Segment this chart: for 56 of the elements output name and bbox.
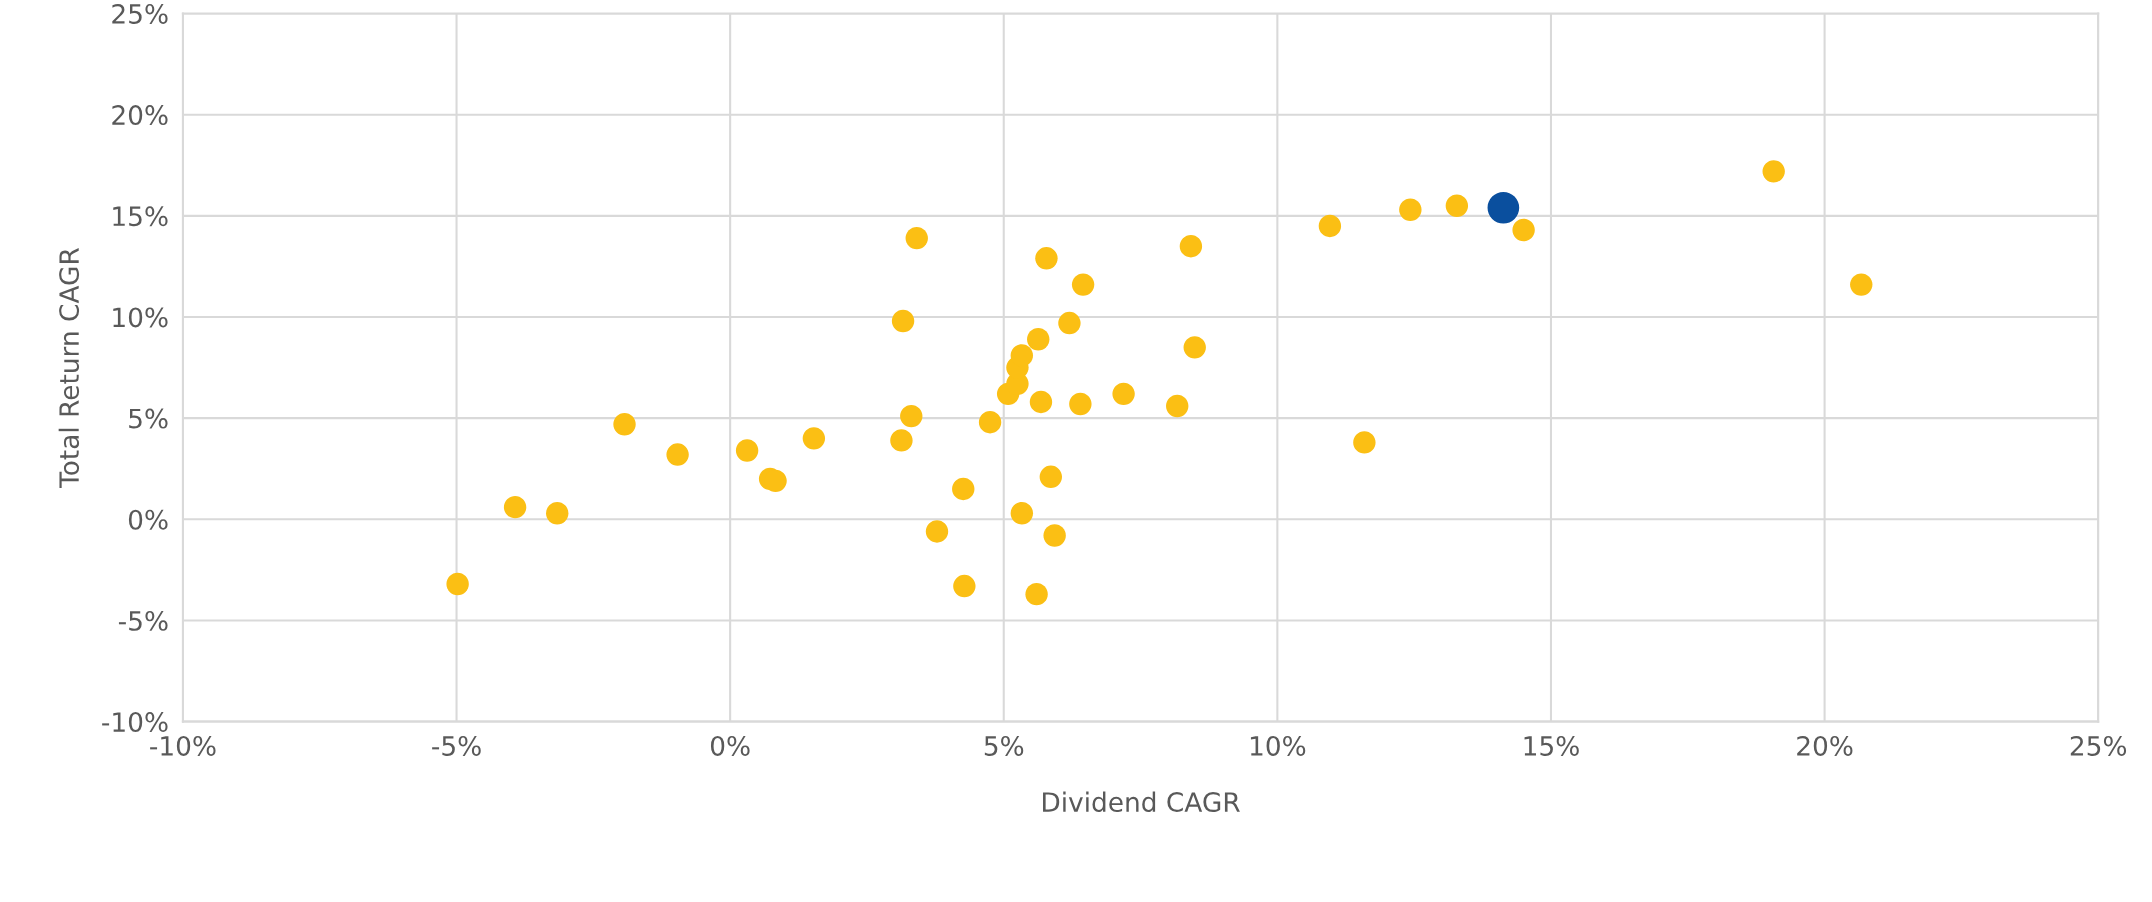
y-axis-title: Total Return CAGR (58, 247, 80, 489)
point (900, 404, 923, 428)
point (1762, 160, 1785, 183)
point (1318, 214, 1342, 238)
point (905, 226, 928, 250)
point (1025, 582, 1048, 606)
point (1071, 273, 1095, 296)
point (1112, 382, 1135, 406)
point (1399, 198, 1422, 221)
point (503, 495, 527, 519)
point (925, 520, 949, 543)
point (891, 309, 915, 333)
point (1445, 194, 1469, 217)
y-tick-label: 0% (128, 509, 168, 530)
point (1010, 344, 1034, 367)
y-tick-label: 10% (113, 307, 168, 328)
y-tick-label: -10% (102, 712, 168, 732)
point (802, 427, 826, 450)
point (1010, 502, 1034, 525)
x-axis-title: Dividend CAGR (1043, 791, 1240, 813)
y-tick-label: 20% (112, 105, 168, 126)
point (735, 439, 759, 462)
x-tick-label: -10% (150, 735, 216, 756)
point (890, 429, 913, 452)
x-tick-label: 10% (1250, 735, 1306, 756)
x-tick-label: 5% (984, 735, 1024, 756)
y-tick-label: 5% (129, 408, 168, 429)
point (952, 477, 975, 501)
y-tick-label: 25% (112, 3, 168, 24)
x-tick-label: 15% (1524, 735, 1579, 756)
x-tick-label: 0% (710, 735, 750, 756)
point (1179, 234, 1203, 258)
x-tick-label: -5% (432, 735, 481, 756)
point (1069, 392, 1092, 416)
point (1035, 247, 1058, 270)
point (953, 574, 976, 598)
point (1027, 328, 1050, 351)
point (1512, 218, 1535, 242)
point (446, 572, 469, 596)
point (978, 410, 1002, 434)
y-tick-label: 15% (113, 206, 168, 227)
point (1183, 336, 1206, 359)
point (1029, 390, 1053, 414)
x-tick-label: 25% (2070, 735, 2127, 756)
point (1487, 191, 1520, 224)
point (1850, 273, 1873, 296)
point (1353, 431, 1376, 454)
point (1058, 311, 1081, 335)
point (1166, 394, 1189, 418)
point (1043, 524, 1066, 547)
point (613, 413, 636, 436)
x-tick-label: 20% (1797, 735, 1853, 756)
y-tick-label: -5% (118, 610, 168, 631)
point (546, 502, 569, 525)
point (666, 443, 689, 466)
point (1039, 465, 1063, 489)
